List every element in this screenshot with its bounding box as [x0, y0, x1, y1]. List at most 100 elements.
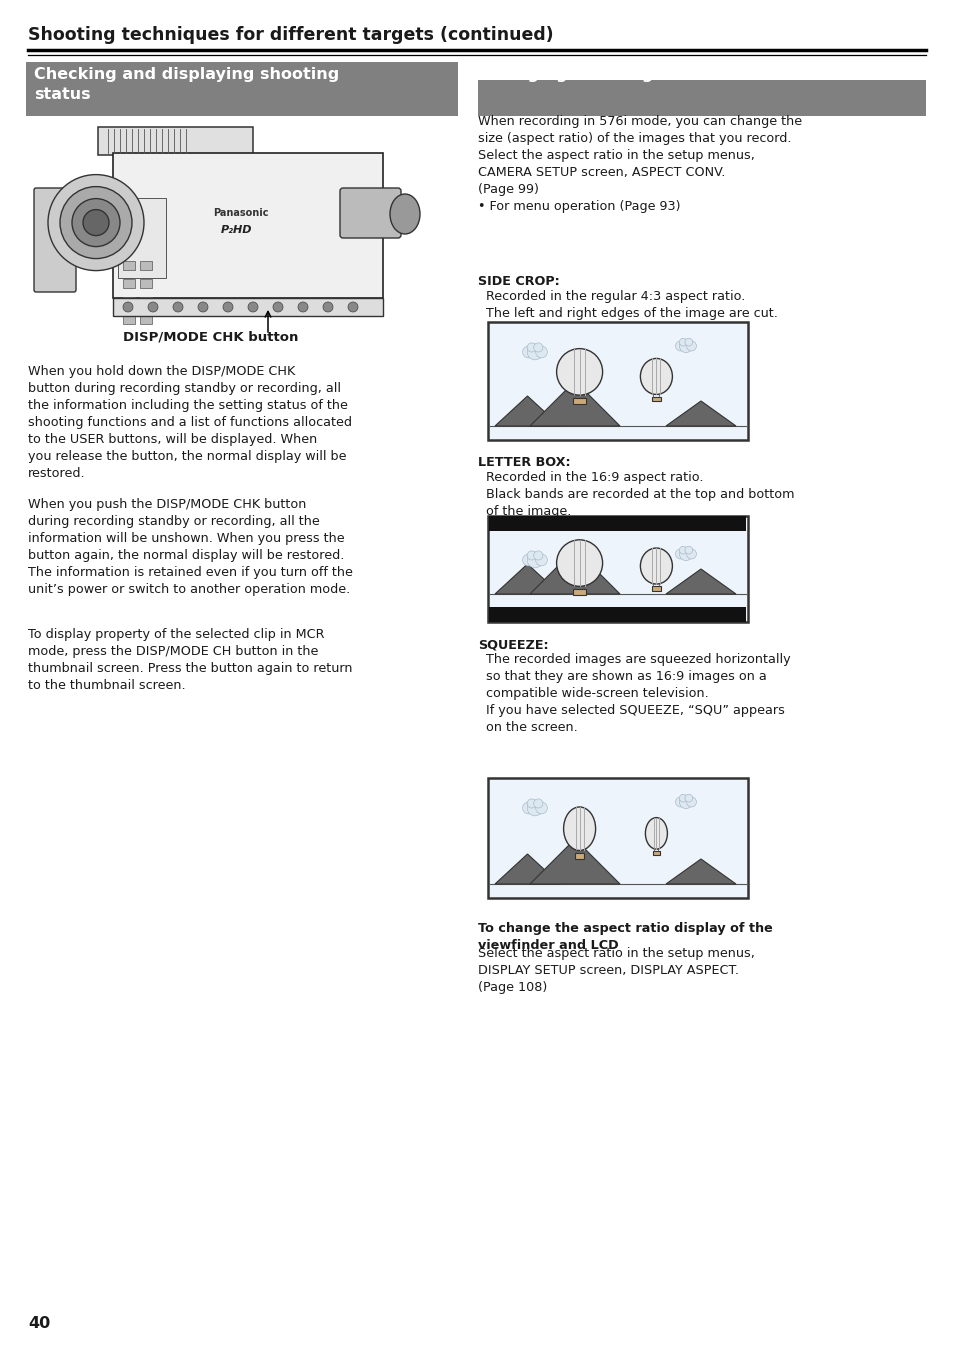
Circle shape — [527, 344, 542, 360]
Circle shape — [684, 795, 692, 802]
Text: Recorded in the regular 4:3 aspect ratio.
  The left and right edges of the imag: Recorded in the regular 4:3 aspect ratio… — [477, 290, 777, 320]
Text: Panasonic: Panasonic — [213, 209, 268, 218]
Polygon shape — [665, 569, 735, 594]
Circle shape — [48, 175, 144, 271]
Ellipse shape — [556, 348, 602, 395]
Circle shape — [123, 302, 132, 311]
Circle shape — [522, 554, 534, 566]
Bar — [123, 315, 135, 324]
Circle shape — [679, 338, 686, 347]
Bar — [572, 589, 586, 596]
FancyBboxPatch shape — [34, 188, 76, 292]
Text: To change the aspect ratio display of the
viewfinder and LCD: To change the aspect ratio display of th… — [477, 922, 772, 952]
Circle shape — [60, 187, 132, 259]
Circle shape — [675, 550, 685, 559]
Polygon shape — [530, 380, 619, 427]
Circle shape — [679, 547, 692, 561]
Circle shape — [675, 341, 685, 351]
Circle shape — [223, 302, 233, 311]
Bar — [477, 80, 925, 116]
Text: Select the aspect ratio in the setup menus,
DISPLAY SETUP screen, DISPLAY ASPECT: Select the aspect ratio in the setup men… — [477, 946, 754, 994]
Polygon shape — [530, 839, 619, 884]
Polygon shape — [665, 401, 735, 427]
Bar — [140, 261, 152, 269]
Circle shape — [527, 552, 542, 567]
Text: Checking and displaying shooting
status: Checking and displaying shooting status — [34, 66, 339, 102]
Text: Recorded in the 16:9 aspect ratio.
  Black bands are recorded at the top and bot: Recorded in the 16:9 aspect ratio. Black… — [477, 471, 794, 519]
Bar — [651, 397, 660, 401]
Text: LETTER BOX:: LETTER BOX: — [477, 456, 570, 468]
Ellipse shape — [563, 807, 595, 850]
Circle shape — [323, 302, 333, 311]
Circle shape — [198, 302, 208, 311]
Text: Shooting techniques for different targets (continued): Shooting techniques for different target… — [28, 26, 553, 43]
Bar — [575, 853, 584, 858]
Circle shape — [535, 802, 547, 814]
Circle shape — [248, 302, 257, 311]
Circle shape — [686, 341, 696, 351]
Polygon shape — [665, 858, 735, 884]
Bar — [123, 279, 135, 288]
Circle shape — [679, 795, 692, 808]
Bar — [653, 852, 659, 856]
Circle shape — [679, 340, 692, 352]
Circle shape — [533, 343, 542, 352]
Bar — [572, 398, 586, 403]
Circle shape — [71, 199, 120, 246]
Circle shape — [686, 798, 696, 807]
Circle shape — [348, 302, 357, 311]
Circle shape — [686, 550, 696, 559]
Text: SQUEEZE:: SQUEEZE: — [477, 638, 548, 651]
Text: When recording in 576i mode, you can change the
size (aspect ratio) of the image: When recording in 576i mode, you can cha… — [477, 115, 801, 213]
Circle shape — [527, 343, 536, 352]
Bar — [26, 62, 457, 116]
Ellipse shape — [639, 359, 672, 394]
Circle shape — [684, 546, 692, 554]
Circle shape — [679, 546, 686, 554]
Bar — [488, 779, 747, 898]
Bar — [489, 607, 745, 621]
Circle shape — [83, 210, 109, 236]
Text: P₂HD: P₂HD — [221, 225, 253, 236]
Ellipse shape — [390, 194, 419, 234]
Circle shape — [148, 302, 158, 311]
Circle shape — [522, 802, 534, 814]
Text: DISP/MODE CHK button: DISP/MODE CHK button — [123, 330, 298, 343]
Polygon shape — [530, 548, 619, 594]
Circle shape — [527, 551, 536, 561]
Circle shape — [679, 795, 686, 802]
Circle shape — [675, 798, 685, 807]
Ellipse shape — [639, 548, 672, 584]
Bar — [140, 279, 152, 288]
Text: 40: 40 — [28, 1316, 51, 1331]
Text: The recorded images are squeezed horizontally
  so that they are shown as 16:9 i: The recorded images are squeezed horizon… — [477, 653, 790, 734]
Circle shape — [527, 800, 542, 816]
Bar — [488, 322, 747, 440]
FancyBboxPatch shape — [339, 188, 400, 238]
Text: To display property of the selected clip in MCR
mode, press the DISP/MODE CH but: To display property of the selected clip… — [28, 628, 352, 692]
Circle shape — [297, 302, 308, 311]
Bar — [112, 153, 382, 298]
Polygon shape — [495, 395, 559, 427]
Polygon shape — [495, 565, 559, 594]
Circle shape — [684, 338, 692, 347]
Text: When you push the DISP/MODE CHK button
during recording standby or recording, al: When you push the DISP/MODE CHK button d… — [28, 498, 353, 596]
Circle shape — [535, 554, 547, 566]
Circle shape — [527, 799, 536, 808]
Circle shape — [535, 347, 547, 357]
Bar — [651, 586, 660, 590]
Bar — [489, 516, 745, 531]
Bar — [118, 198, 166, 278]
Bar — [140, 297, 152, 306]
Circle shape — [522, 347, 534, 357]
Bar — [140, 315, 152, 324]
Polygon shape — [495, 854, 559, 884]
Bar — [112, 298, 382, 315]
Circle shape — [273, 302, 283, 311]
Ellipse shape — [645, 818, 667, 849]
Bar — [123, 261, 135, 269]
Bar — [98, 127, 253, 154]
Bar — [488, 516, 747, 621]
Text: SIDE CROP:: SIDE CROP: — [477, 275, 559, 288]
Circle shape — [533, 799, 542, 808]
